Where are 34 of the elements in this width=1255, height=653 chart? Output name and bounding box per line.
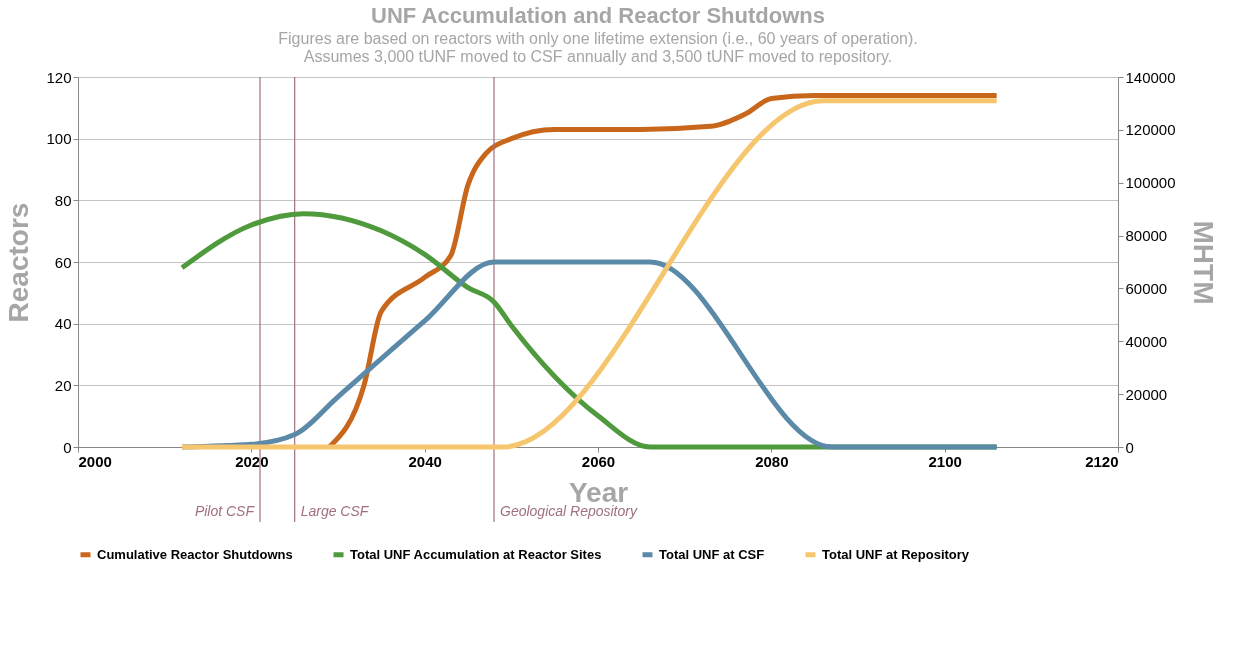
text: Figures are based on reactors with only one lifetime extension (i.e., 60 years of operation). bbox=[278, 30, 918, 47]
ref-line-label: Large CSF bbox=[300, 503, 370, 519]
y-tick-label: 40 bbox=[54, 315, 72, 333]
y-tick-label: 100 bbox=[46, 130, 72, 148]
y2-tick-label: 100000 bbox=[1125, 174, 1176, 192]
y2-tick-label: 20000 bbox=[1125, 385, 1168, 403]
x-tick-label: 2040 bbox=[408, 452, 442, 470]
legend-label: Total UNF Accumulation at Reactor Sites bbox=[350, 546, 602, 562]
y-tick-label: 20 bbox=[54, 376, 72, 394]
y2-tick-label: 0 bbox=[1125, 438, 1134, 456]
y-axis-title: Reactors bbox=[3, 202, 35, 323]
legend-label: Cumulative Reactor Shutdowns bbox=[97, 546, 293, 562]
legend-label: Total UNF at Repository bbox=[822, 546, 970, 562]
y2-tick-label: 60000 bbox=[1125, 279, 1168, 297]
y2-tick-label: 40000 bbox=[1125, 332, 1168, 350]
x-tick-label: 2000 bbox=[78, 452, 112, 470]
y-tick-label: 120 bbox=[46, 68, 72, 86]
x-tick-label: 2060 bbox=[581, 452, 616, 470]
y-tick-label: 60 bbox=[54, 253, 72, 271]
legend-label: Total UNF at CSF bbox=[659, 546, 765, 562]
y-tick-label: 80 bbox=[54, 191, 72, 209]
text: Assumes 3,000 tUNF moved to CSF annually and 3,500 tUNF moved to repository. bbox=[303, 48, 893, 65]
y2-axis-title: MHTM bbox=[1187, 220, 1219, 305]
y-tick-label: 0 bbox=[63, 438, 72, 456]
x-tick-label: 2100 bbox=[928, 452, 962, 470]
x-tick-label: 2120 bbox=[1085, 452, 1119, 470]
chart-title: UNF Accumulation and Reactor Shutdowns bbox=[371, 3, 825, 28]
y2-tick-label: 80000 bbox=[1125, 227, 1168, 245]
x-tick-label: 2020 bbox=[235, 452, 269, 470]
ref-line-label: Pilot CSF bbox=[194, 503, 256, 519]
x-tick-label: 2080 bbox=[755, 452, 789, 470]
y2-tick-label: 120000 bbox=[1125, 121, 1176, 139]
y2-tick-label: 140000 bbox=[1125, 68, 1176, 86]
ref-line-label: Geological Repository bbox=[500, 503, 638, 519]
